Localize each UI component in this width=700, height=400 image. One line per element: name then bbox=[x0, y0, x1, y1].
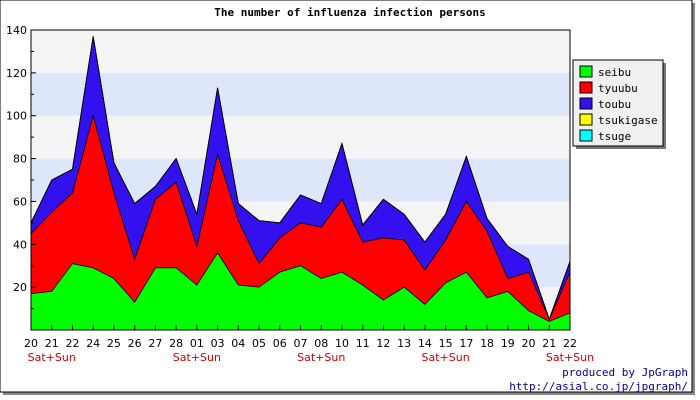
area-tyuubu bbox=[31, 115, 570, 322]
area-outline-tsuge bbox=[30, 36, 571, 321]
x-tick-label: 07 bbox=[294, 337, 308, 350]
x-tick-label: 08 bbox=[314, 337, 328, 350]
chart-title: The number of influenza infection person… bbox=[214, 6, 486, 19]
x-tick-label: 03 bbox=[211, 337, 225, 350]
legend-label-tsukigase: tsukigase bbox=[598, 114, 658, 127]
x-tick-label: 18 bbox=[480, 337, 494, 350]
x-tick-label: 21 bbox=[542, 337, 556, 350]
x-tick-label: 15 bbox=[439, 337, 453, 350]
y-tick-label: 120 bbox=[6, 67, 27, 80]
y-tick-label: 140 bbox=[6, 24, 27, 37]
background-band bbox=[31, 72, 570, 116]
y-tick-label: 40 bbox=[13, 238, 27, 251]
x-tick-label: 27 bbox=[148, 337, 162, 350]
x-tick-label: 26 bbox=[128, 337, 142, 350]
x-tick-label: 22 bbox=[65, 337, 79, 350]
x-tick-label: 22 bbox=[563, 337, 577, 350]
x-tick-label: 10 bbox=[335, 337, 349, 350]
area-seibu bbox=[31, 252, 570, 330]
x-tick-label: 12 bbox=[376, 337, 390, 350]
x-tick-label: 19 bbox=[501, 337, 515, 350]
legend-swatch-seibu bbox=[579, 65, 593, 78]
background-band bbox=[31, 115, 570, 159]
legend-swatch-tsukigase bbox=[579, 113, 593, 126]
y-tick-label: 100 bbox=[6, 110, 27, 123]
background-band bbox=[31, 30, 570, 73]
x-tick-label: 11 bbox=[356, 337, 370, 350]
x-tick-label: 24 bbox=[86, 337, 100, 350]
credit-line-2: http://asial.co.jp/jpgraph/ bbox=[509, 380, 688, 393]
x-tick-label: 20 bbox=[24, 337, 38, 350]
x-tick-label: 13 bbox=[397, 337, 411, 350]
x-tick-label: 01 bbox=[190, 337, 204, 350]
area-toubu bbox=[31, 36, 570, 320]
legend-label-tsuge: tsuge bbox=[598, 130, 631, 143]
y-tick-label: 60 bbox=[13, 195, 27, 208]
weekend-label: Sat+Sun bbox=[422, 351, 470, 364]
y-tick-label: 80 bbox=[13, 153, 27, 166]
x-tick-label: 21 bbox=[45, 337, 59, 350]
legend-label-tyuubu: tyuubu bbox=[598, 82, 638, 95]
x-axis: 20 21 22 24 25 26 27 28 01 03 04 05 06 07 08 10 11 12 13 14… bbox=[24, 325, 594, 364]
legend-swatch-tyuubu bbox=[579, 81, 593, 94]
plot-areas bbox=[31, 36, 570, 330]
area-outline-tyuubu bbox=[30, 114, 571, 321]
x-tick-label: 20 bbox=[522, 337, 536, 350]
legend-label-toubu: toubu bbox=[598, 98, 631, 111]
x-tick-label: 25 bbox=[107, 337, 121, 350]
legend-label-seibu: seibu bbox=[598, 66, 631, 79]
weekend-label: Sat+Sun bbox=[546, 351, 594, 364]
x-tick-label: 17 bbox=[459, 337, 473, 350]
area-outline-seibu bbox=[30, 252, 571, 322]
y-axis: 20 40 60 80 100 120 140 bbox=[6, 24, 36, 310]
legend-swatch-tsuge bbox=[579, 129, 593, 142]
x-tick-label: 06 bbox=[273, 337, 287, 350]
plot-outlines bbox=[30, 36, 571, 322]
y-tick-label: 20 bbox=[13, 281, 27, 294]
credit-line-1: produced by JpGraph bbox=[562, 366, 688, 379]
legend-items: seibu tyuubu toubu tsukigase tsuge bbox=[579, 65, 658, 143]
x-tick-label: 05 bbox=[252, 337, 266, 350]
weekend-label: Sat+Sun bbox=[28, 351, 76, 364]
x-tick-label: 04 bbox=[231, 337, 245, 350]
weekend-label: Sat+Sun bbox=[173, 351, 221, 364]
weekend-label: Sat+Sun bbox=[297, 351, 345, 364]
legend: seibu tyuubu toubu tsukigase tsuge bbox=[572, 59, 666, 149]
x-tick-label: 14 bbox=[418, 337, 432, 350]
x-tick-label: 28 bbox=[169, 337, 183, 350]
legend-swatch-toubu bbox=[579, 97, 593, 110]
